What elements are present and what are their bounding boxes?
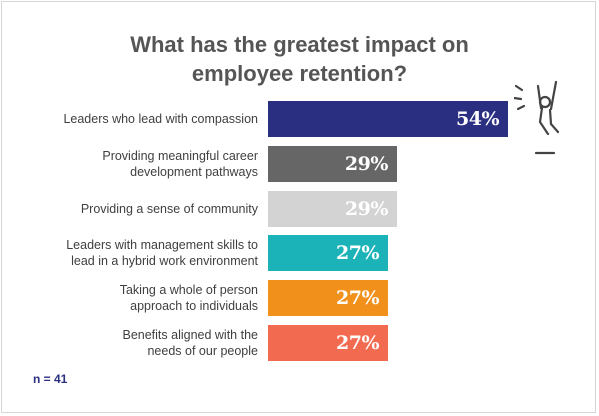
bar: 29% (268, 145, 397, 182)
sample-size-note: n = 41 (33, 372, 68, 386)
category-label: Providing meaningful career development … (102, 148, 258, 179)
bar-row: Leaders who lead with compassion 54% (0, 101, 599, 137)
chart-title: What has the greatest impact on employee… (0, 30, 599, 88)
bar-row: Benefits aligned with the needs of our p… (0, 325, 599, 361)
category-label: Providing a sense of community (80, 201, 258, 216)
bar: 27% (268, 325, 388, 361)
celebrating-person-icon (514, 80, 560, 155)
bar: 27% (268, 280, 388, 317)
bar: 29% (268, 190, 397, 227)
category-label: Taking a whole of person approach to ind… (119, 283, 258, 314)
bar-row: Providing a sense of community 29% (0, 190, 599, 227)
bar-row: Providing meaningful career development … (0, 145, 599, 182)
bar-value-label: 27% (336, 242, 380, 265)
bar: 27% (268, 235, 388, 272)
bar-value-label: 27% (336, 332, 380, 354)
category-label: Leaders who lead with compassion (63, 112, 258, 126)
bar-value-label: 29% (344, 152, 389, 175)
bar-row: Taking a whole of person approach to ind… (0, 280, 599, 317)
chart-title-line-2: employee retention? (191, 61, 408, 86)
bar-row: Leaders with management skills to lead i… (0, 235, 599, 272)
bar-value-label: 27% (336, 287, 380, 310)
bar-value-label: 29% (344, 197, 389, 220)
bar: 54% (268, 101, 508, 137)
chart-title-line-1: What has the greatest impact on (130, 32, 469, 57)
category-label: Benefits aligned with the needs of our p… (122, 328, 258, 358)
category-label: Leaders with management skills to lead i… (66, 238, 258, 269)
bar-value-label: 54% (456, 108, 500, 130)
